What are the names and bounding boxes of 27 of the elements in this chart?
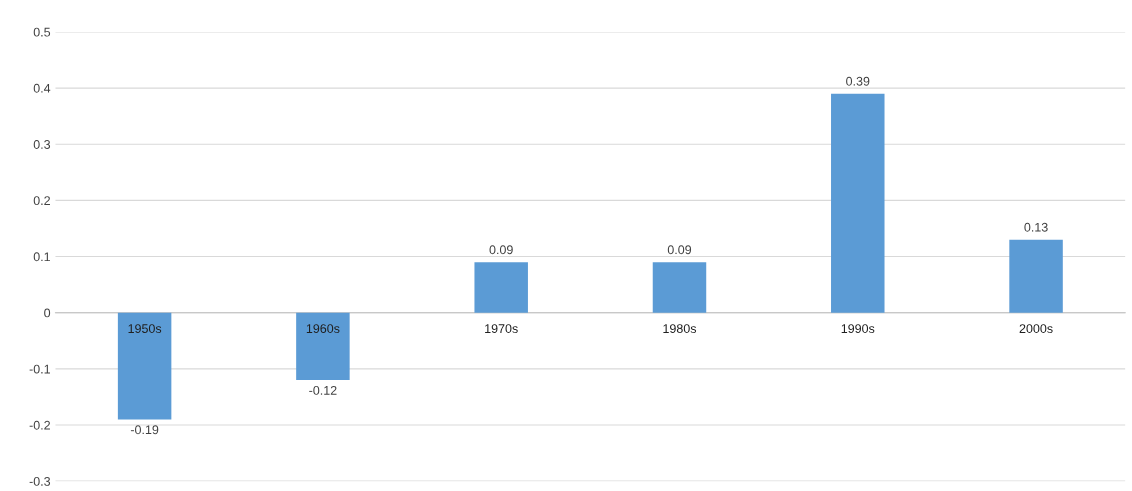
x-tick-label: 1990s xyxy=(841,324,875,333)
bar xyxy=(117,312,172,420)
bar xyxy=(652,262,707,313)
data-label: 0.13 xyxy=(1024,222,1048,232)
bar xyxy=(831,93,885,313)
y-tick-label: -0.1 xyxy=(29,364,50,374)
y-tick-label: -0.3 xyxy=(29,476,51,486)
y-tick-label: 0.3 xyxy=(33,140,51,149)
y-tick-label: 0 xyxy=(44,308,51,318)
data-label: 0.09 xyxy=(489,245,513,255)
y-tick-label: -0.2 xyxy=(29,420,50,430)
y-tick-label: 0.5 xyxy=(33,27,51,37)
x-tick-label: 1980s xyxy=(663,324,697,333)
y-tick-label: 0.1 xyxy=(33,252,50,262)
bar xyxy=(474,262,528,313)
x-tick-label: 1970s xyxy=(485,324,518,333)
bar xyxy=(1009,239,1063,313)
y-tick-label: 0.2 xyxy=(33,196,50,206)
x-tick-label: 1950s xyxy=(128,324,162,333)
data-label: -0.12 xyxy=(309,385,337,395)
bar xyxy=(296,312,350,381)
data-label: 0.09 xyxy=(667,245,692,255)
y-tick-label: 0.4 xyxy=(33,83,51,93)
x-tick-label: 1960s xyxy=(306,324,340,333)
data-label: -0.19 xyxy=(130,425,159,435)
data-label: 0.39 xyxy=(846,76,870,86)
x-tick-label: 2000s xyxy=(1019,324,1053,333)
